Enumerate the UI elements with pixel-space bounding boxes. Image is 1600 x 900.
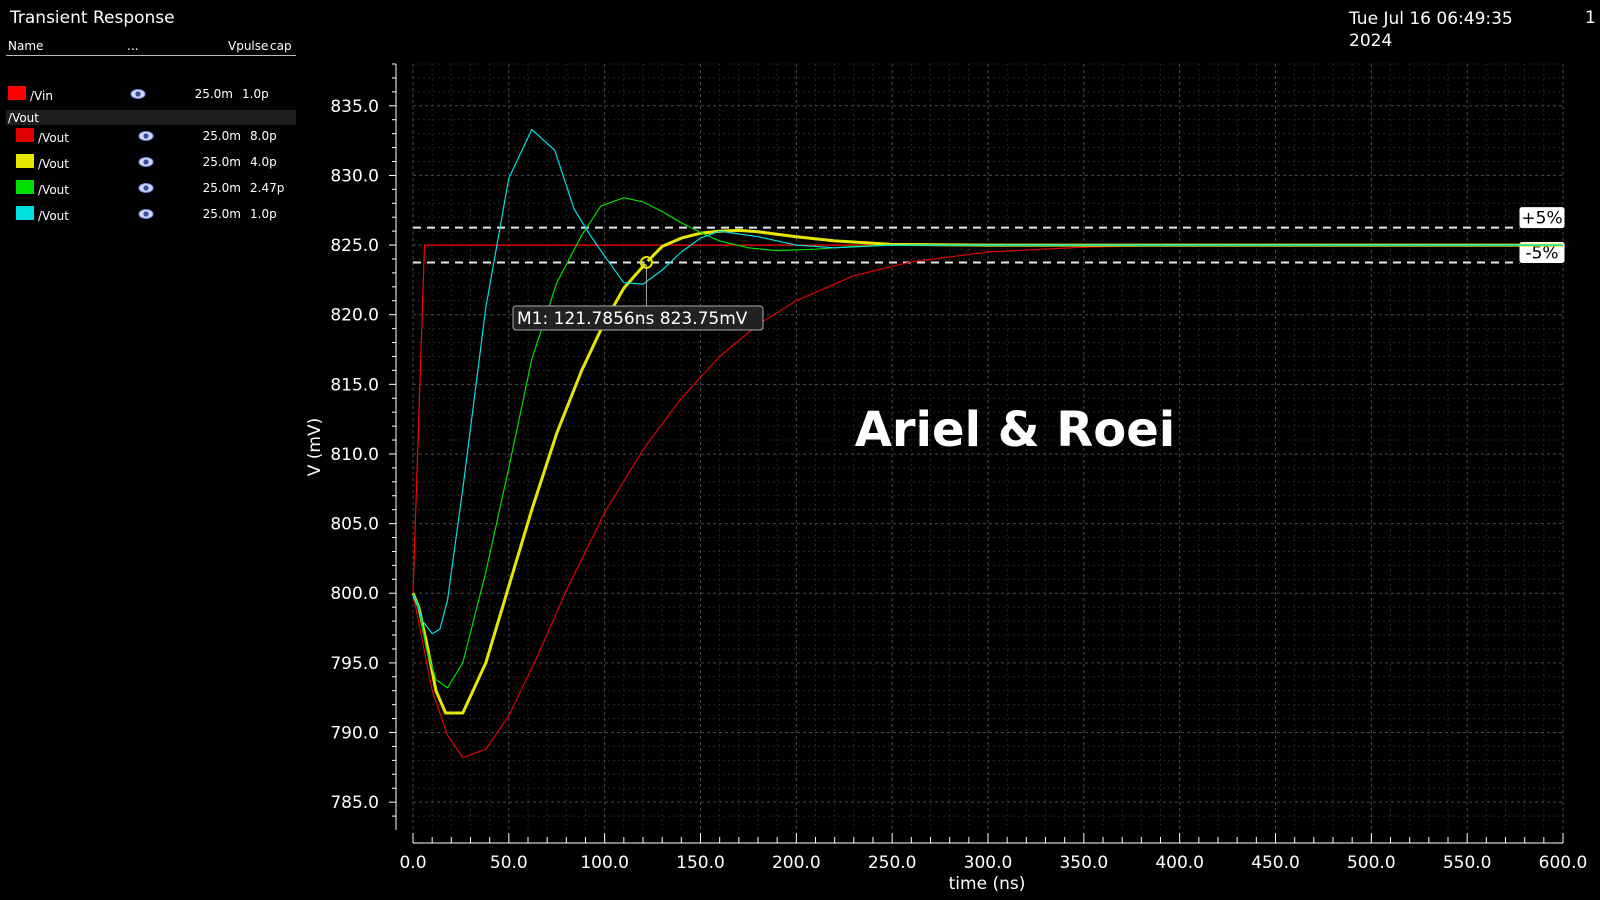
marker-point: [639, 255, 653, 269]
date-time-stamp: Tue Jul 16 06:49:35 2024: [1349, 8, 1539, 52]
window-title: Transient Response: [10, 8, 175, 28]
eye-icon[interactable]: [138, 156, 154, 168]
y-tick-label: 785.0: [330, 793, 379, 813]
x-tick-label: 200.0: [772, 853, 821, 873]
grid-major: [412, 64, 1564, 830]
marker-group: M1: 121.7856ns 823.75mV: [512, 255, 764, 331]
legend-cap-value: 1.0p: [242, 87, 269, 101]
legend-cap-value: 1.0p: [250, 207, 277, 221]
watermark-text: Ariel & Roei: [855, 402, 1176, 458]
x-tick-label: 550.0: [1443, 853, 1492, 873]
legend-col-vpulse[interactable]: Vpulse: [228, 39, 269, 53]
y-tick-label: 820.0: [330, 306, 379, 326]
legend-vpulse-value: 25.0m: [194, 87, 233, 101]
y-tick-label: 825.0: [330, 236, 379, 256]
y-tick-label: 800.0: [330, 584, 379, 604]
legend-group-header[interactable]: /Vout: [6, 110, 296, 125]
legend-color-swatch[interactable]: [16, 128, 34, 142]
x-tick-label: 50.0: [490, 853, 528, 873]
marker-center: [644, 260, 649, 265]
legend-trace-name: /Vout: [38, 209, 69, 223]
series-line: [412, 244, 1563, 759]
eye-icon[interactable]: [138, 182, 154, 194]
eye-icon[interactable]: [138, 208, 154, 220]
legend-row[interactable]: /Vout 25.0m 1.0p: [6, 206, 296, 224]
legend-cap-value: 8.0p: [250, 129, 277, 143]
x-tick-label: 150.0: [676, 853, 725, 873]
y-tick-label: 805.0: [330, 515, 379, 535]
x-tick-label: 0.0: [399, 853, 426, 873]
legend-trace-name: /Vout: [38, 157, 69, 171]
x-tick-label: 100.0: [580, 853, 629, 873]
legend-trace-name: /Vin: [30, 89, 53, 103]
legend-row[interactable]: /Vout 25.0m 8.0p: [6, 128, 296, 146]
legend-color-swatch[interactable]: [16, 154, 34, 168]
reference-label: +5%: [1521, 209, 1562, 229]
series-line: [412, 128, 1563, 635]
y-tick-label: 815.0: [330, 375, 379, 395]
legend-group-label: /Vout: [8, 111, 39, 125]
legend-color-swatch[interactable]: [16, 180, 34, 194]
legend-vpulse-value: 25.0m: [202, 207, 241, 221]
reference-label: -5%: [1525, 243, 1558, 263]
x-tick-label: 400.0: [1155, 853, 1204, 873]
legend-cap-value: 2.47p: [250, 181, 285, 195]
legend-header: Name ... Vpulse cap: [6, 38, 296, 56]
legend-row[interactable]: /Vout 25.0m 2.47p: [6, 180, 296, 198]
x-tick-label: 500.0: [1347, 853, 1396, 873]
legend-cap-value: 4.0p: [250, 155, 277, 169]
x-tick-label: 300.0: [964, 853, 1013, 873]
legend-vpulse-value: 25.0m: [202, 181, 241, 195]
legend-col-cap[interactable]: cap: [270, 39, 292, 53]
y-tick-label: 835.0: [330, 97, 379, 117]
page-number: 1: [1585, 8, 1596, 28]
legend-col-name[interactable]: Name: [8, 39, 44, 53]
x-tick-label: 600.0: [1539, 853, 1588, 873]
date-time-line-1: Tue Jul 16 06:49:35: [1349, 9, 1513, 29]
legend-vpulse-value: 25.0m: [202, 155, 241, 169]
legend-row[interactable]: /Vin 25.0m 1.0p: [6, 86, 296, 104]
legend-row[interactable]: /Vout 25.0m 4.0p: [6, 154, 296, 172]
x-tick-label: 250.0: [868, 853, 917, 873]
eye-icon[interactable]: [138, 130, 154, 142]
y-tick-label: 790.0: [330, 724, 379, 744]
y-tick-label: 810.0: [330, 445, 379, 465]
y-tick-label: 830.0: [330, 166, 379, 186]
x-tick-label: 350.0: [1059, 853, 1108, 873]
x-axis-label: time (ns): [949, 874, 1026, 894]
reference-label-box: [1518, 240, 1566, 264]
x-tick-label: 450.0: [1251, 853, 1300, 873]
eye-icon[interactable]: [130, 88, 146, 100]
legend-color-swatch[interactable]: [16, 206, 34, 220]
legend-color-swatch[interactable]: [8, 86, 26, 100]
reference-lines: +5% -5%: [413, 206, 1566, 264]
reference-label-box: [1518, 206, 1566, 230]
y-axis-label: V (mV): [305, 418, 325, 477]
trace-legend: Name ... Vpulse cap /Vout /Vin 25.0m 1.0p /…: [6, 38, 296, 223]
legend-trace-name: /Vout: [38, 131, 69, 145]
legend-vpulse-value: 25.0m: [202, 129, 241, 143]
y-tick-label: 795.0: [330, 654, 379, 674]
date-time-line-2: 2024: [1349, 31, 1393, 51]
legend-col-dots[interactable]: ...: [127, 39, 139, 53]
legend-trace-name: /Vout: [38, 183, 69, 197]
marker-label: M1: 121.7856ns 823.75mV: [517, 309, 748, 329]
axes: 785.0 790.0 795.0 800.0 805.0 810.0 815.0 820.0…: [330, 63, 1588, 873]
marker-label-box: [512, 305, 764, 331]
